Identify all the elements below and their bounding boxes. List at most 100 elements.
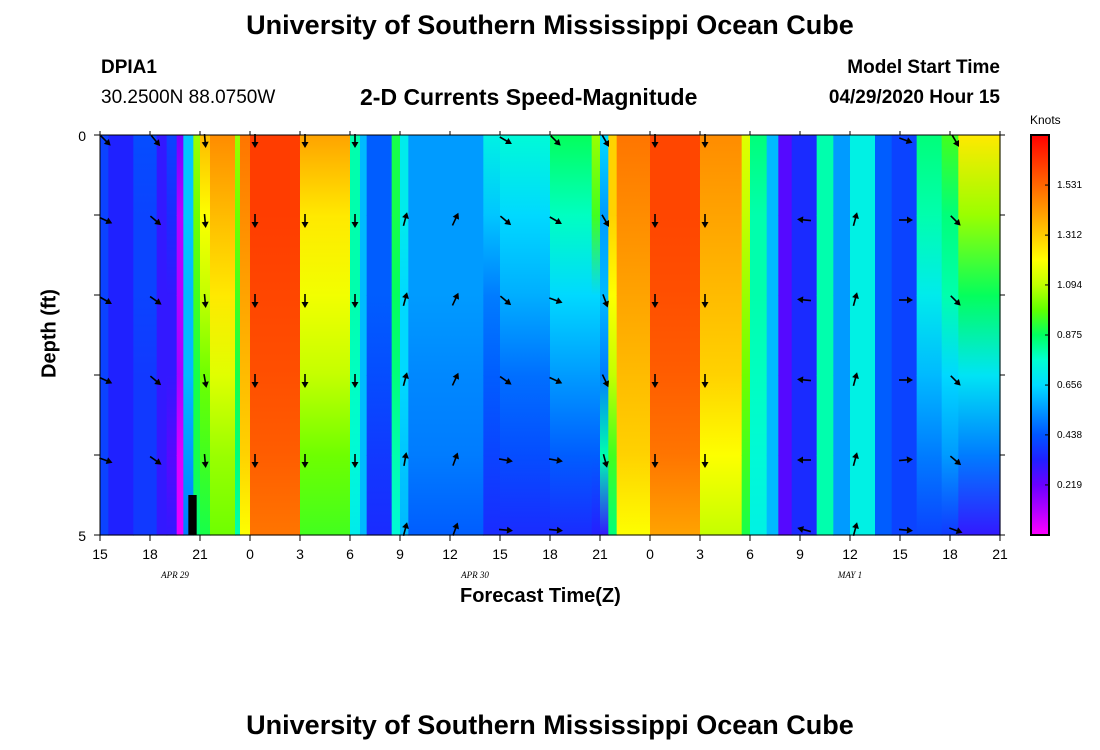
heatmap-cell [500, 215, 551, 296]
heatmap-cell [791, 295, 818, 376]
current-arrow [301, 454, 309, 468]
current-arrow [499, 136, 512, 145]
current-arrow [797, 526, 812, 533]
current-arrow [852, 452, 859, 467]
heatmap-cell [193, 215, 201, 296]
heatmap-cell [875, 375, 893, 456]
x-tick-label: 15 [892, 546, 908, 562]
heatmap-cell [875, 455, 893, 536]
colorbar-tick-label: 1.312 [1057, 230, 1082, 241]
current-arrow [150, 134, 161, 147]
heatmap-cell [133, 135, 158, 216]
heatmap-cell [875, 135, 893, 216]
heatmap-cell [958, 455, 1001, 536]
heatmap-cell [250, 375, 301, 456]
heatmap-cell [300, 375, 351, 456]
heatmap-cell [108, 135, 134, 216]
current-arrow [201, 373, 209, 388]
heatmap-cell [360, 375, 368, 456]
heatmap-cell [778, 295, 793, 376]
heatmap-cell [616, 215, 651, 296]
current-arrow [898, 526, 913, 534]
heatmap-cell [550, 215, 593, 296]
heatmap-cell [400, 135, 409, 216]
current-arrow [499, 375, 512, 385]
heatmap-cell [350, 455, 361, 536]
current-arrow [201, 293, 209, 308]
heatmap-cell [166, 135, 178, 216]
current-arrow [498, 456, 513, 464]
heatmap-cell [235, 295, 241, 376]
current-arrow [549, 216, 562, 225]
heatmap-cell [791, 375, 818, 456]
heatmap-cell [550, 295, 593, 376]
heatmap-cell [210, 375, 236, 456]
heatmap-cell [591, 295, 601, 376]
heatmap-cell [408, 455, 484, 536]
heatmap-cell [941, 375, 959, 456]
heatmap-cell [500, 135, 551, 216]
heatmap-cell [366, 215, 393, 296]
heatmap-cell [958, 135, 1001, 216]
heatmap-cell [391, 455, 401, 536]
heatmap-cell [833, 295, 851, 376]
x-tick-label: 15 [492, 546, 508, 562]
colorbar: 1.531 1.312 1.094 0.875 0.656 0.438 0.219 [1030, 134, 1082, 536]
heatmap-cell [240, 135, 251, 216]
heatmap-cell [360, 455, 368, 536]
heatmap-cell [916, 215, 943, 296]
current-arrow [899, 376, 913, 384]
x-tick-label: 0 [646, 546, 654, 562]
date-label: APR 30 [460, 570, 489, 580]
colorbar-tick-label: 1.531 [1057, 180, 1082, 191]
heatmap-cells [100, 135, 1001, 536]
heatmap-cell [176, 455, 184, 536]
x-tick-label: 6 [346, 546, 354, 562]
current-arrow [99, 457, 113, 464]
heatmap-cell [366, 295, 393, 376]
heatmap-cell [850, 375, 876, 456]
heatmap-cell [193, 455, 201, 536]
x-tick-label: 3 [296, 546, 304, 562]
page-title-top: University of Southern Mississippi Ocean… [246, 10, 854, 40]
heatmap-cell [200, 295, 211, 376]
heatmap-cell [700, 375, 743, 456]
heatmap-cell [891, 375, 918, 456]
current-arrow [301, 294, 309, 308]
heatmap-cell [816, 295, 834, 376]
heatmap-cell [750, 375, 768, 456]
current-arrow [201, 213, 209, 228]
heatmap-cell [400, 375, 409, 456]
heatmap-cell [958, 215, 1001, 296]
current-arrow [149, 215, 162, 226]
chart-subtitle: 2-D Currents Speed-Magnitude [360, 84, 698, 110]
heatmap-cell [500, 375, 551, 456]
heatmap-cell [176, 215, 184, 296]
heatmap-cell [183, 215, 194, 296]
heatmap-cell [210, 135, 236, 216]
model-start-time: 04/29/2020 Hour 15 [828, 87, 1000, 108]
heatmap-cell [250, 455, 301, 536]
heatmap-cell [891, 135, 918, 216]
current-arrow [402, 372, 409, 387]
x-axis-label: Forecast Time(Z) [460, 585, 621, 607]
heatmap-cell [156, 215, 168, 296]
current-arrow [601, 374, 610, 388]
heatmap-cell [778, 375, 793, 456]
station-id: DPIA1 [101, 57, 157, 78]
heatmap-cell [366, 135, 393, 216]
heatmap-cell [133, 295, 158, 376]
heatmap-cell [235, 455, 241, 536]
station-coords: 30.2500N 88.0750W [101, 87, 276, 108]
current-arrow [701, 454, 709, 468]
heatmap-cell [100, 135, 109, 216]
heatmap-cell [210, 455, 236, 536]
current-arrow [898, 456, 913, 464]
current-arrow [451, 292, 460, 306]
heatmap-cell [600, 295, 609, 376]
current-arrow [949, 455, 962, 466]
heatmap-cell [133, 455, 158, 536]
x-tick-label: 9 [396, 546, 404, 562]
y-axis-label: Depth (ft) [38, 289, 61, 378]
heatmap-cell [650, 295, 701, 376]
